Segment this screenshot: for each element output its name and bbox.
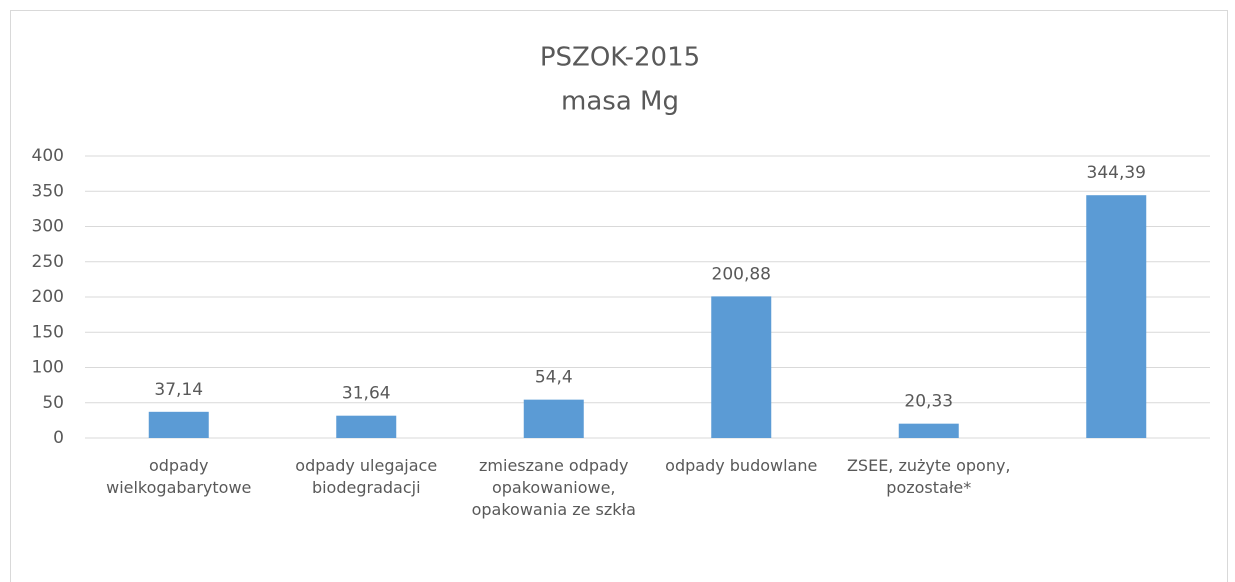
y-tick-label: 100 (32, 358, 64, 378)
data-label: 37,14 (154, 380, 203, 400)
x-tick-label-box: odpady budowlane (665, 456, 818, 475)
x-tick-label-box: ZSEE, zużyte opony, pozostałe* (846, 456, 1011, 497)
x-tick-label: odpady budowlane (665, 456, 818, 475)
x-tick-label: odpady wielkogabarytowe (106, 456, 252, 497)
bar (148, 411, 209, 438)
data-label: 20,33 (904, 392, 953, 412)
y-tick-label: 400 (32, 146, 64, 166)
chart-frame (10, 10, 1228, 582)
y-tick-label: 200 (32, 287, 64, 307)
x-tick-label: odpady ulegajace biodegradacji (295, 456, 438, 497)
chart-subtitle: masa Mg (561, 87, 679, 117)
y-tick-label: 50 (42, 393, 64, 413)
chart-title: PSZOK-2015 (540, 43, 700, 73)
y-tick-label: 300 (32, 217, 64, 237)
data-label: 344,39 (1087, 163, 1146, 183)
y-tick-label: 0 (53, 428, 64, 448)
data-label: 54,4 (535, 368, 573, 388)
bar (523, 399, 584, 438)
bar (336, 415, 397, 438)
x-tick-label-box: odpady wielkogabarytowe (106, 456, 252, 497)
data-label: 200,88 (712, 264, 771, 284)
x-tick-label-box: odpady ulegajace biodegradacji (295, 456, 438, 497)
y-tick-label: 350 (32, 181, 64, 201)
x-tick-label: zmieszane odpady opakowaniowe, opakowani… (471, 456, 636, 519)
y-tick-label: 150 (32, 322, 64, 342)
bar (898, 423, 959, 438)
data-label: 31,64 (342, 384, 391, 404)
bar (1086, 195, 1147, 438)
bar (711, 296, 772, 438)
x-tick-label: ZSEE, zużyte opony, pozostałe* (846, 456, 1011, 497)
y-tick-label: 250 (32, 252, 64, 272)
x-tick-label-box: zmieszane odpady opakowaniowe, opakowani… (471, 456, 636, 519)
